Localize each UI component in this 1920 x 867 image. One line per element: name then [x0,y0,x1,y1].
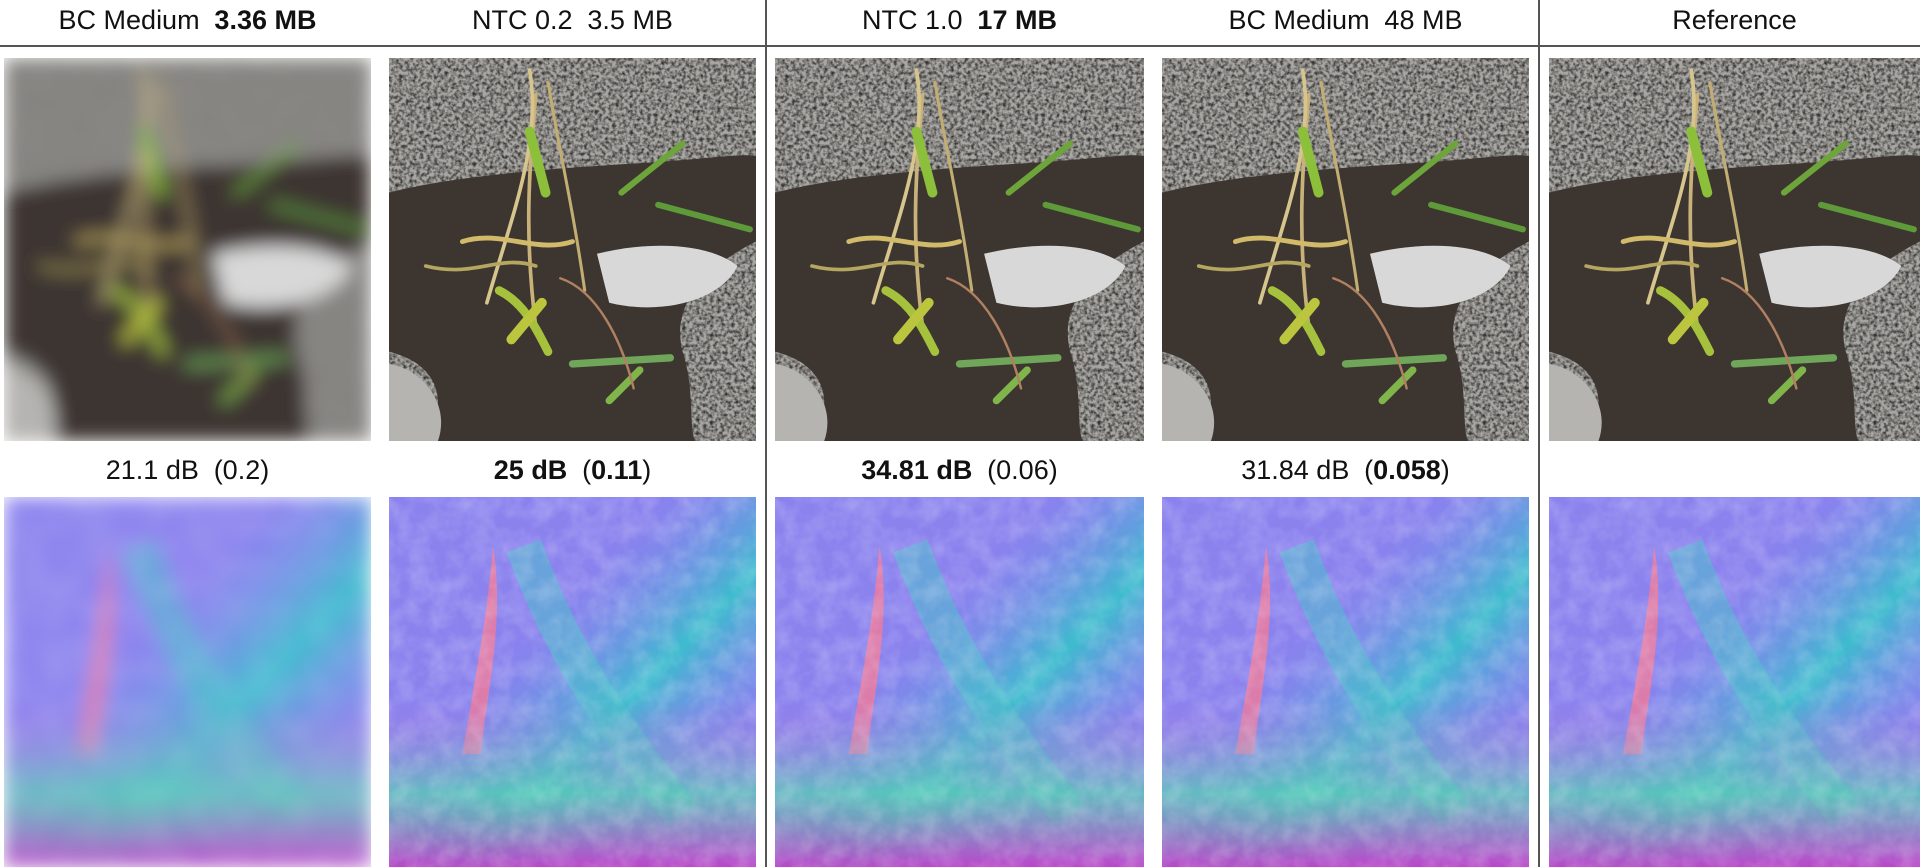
normal-map-image [775,497,1144,867]
text-run: 0.11 [591,455,643,485]
column-header: BC Medium 3.36 MB [4,2,371,38]
text-group: 21.1 dB [106,455,199,485]
text-run: ) [1440,455,1450,485]
column-separator [765,0,767,867]
column-metric: 25 dB (0.11) [389,452,756,488]
albedo-image [775,58,1144,441]
text-group: (0.11) [582,455,651,485]
text-run: (0.2) [213,455,270,485]
text-group: (0.2) [214,455,270,485]
normal-map-image [4,497,371,867]
albedo-image [389,58,756,441]
text-run: ( [582,455,592,485]
text-run: NTC 1.0 [862,5,963,35]
column-separator [1538,0,1540,867]
text-run: Reference [1672,5,1797,35]
albedo-image [1549,58,1920,441]
column-metric: 34.81 dB (0.06) [775,452,1144,488]
text-run: ) [642,455,652,485]
text-run: (0.06) [987,455,1058,485]
text-run: BC Medium [1228,5,1370,35]
normal-map-image [1162,497,1529,867]
column-metric: 21.1 dB (0.2) [4,452,371,488]
column-header: NTC 1.0 17 MB [775,2,1144,38]
text-run: 25 dB [493,455,568,485]
text-run: 3.36 MB [214,5,317,35]
column-header: Reference [1549,2,1920,38]
column-header: NTC 0.2 3.5 MB [389,2,756,38]
text-run: BC Medium [58,5,200,35]
column-header: BC Medium 48 MB [1162,2,1529,38]
text-group: 3.36 MB [214,5,316,35]
header-rule [0,45,1920,47]
column-metric: 31.84 dB (0.058) [1162,452,1529,488]
text-run: 21.1 dB [105,455,199,485]
text-run: 31.84 dB [1241,455,1350,485]
albedo-image [1162,58,1529,441]
text-group: 34.81 dB [861,455,972,485]
text-group: 25 dB [494,455,568,485]
text-run: NTC 0.2 [472,5,573,35]
normal-map-image [1549,497,1920,867]
albedo-image [4,58,371,441]
text-group: 31.84 dB [1241,455,1349,485]
text-group: 17 MB [977,5,1057,35]
text-run: 0.058 [1373,455,1441,485]
normal-map-image [389,497,756,867]
text-group: BC Medium [59,5,200,35]
text-run: ( [1364,455,1374,485]
text-group: (0.06) [987,455,1058,485]
text-run: 17 MB [977,5,1057,35]
text-run: 48 MB [1384,5,1463,35]
text-group: NTC 1.0 [862,5,963,35]
text-run: 34.81 dB [861,455,973,485]
text-group: 48 MB [1384,5,1462,35]
text-group: 3.5 MB [587,5,673,35]
text-group: (0.058) [1364,455,1450,485]
column-metric [1549,452,1920,488]
text-group: Reference [1672,5,1797,35]
text-run: 3.5 MB [587,5,673,35]
text-group: BC Medium [1229,5,1370,35]
text-group: NTC 0.2 [472,5,573,35]
